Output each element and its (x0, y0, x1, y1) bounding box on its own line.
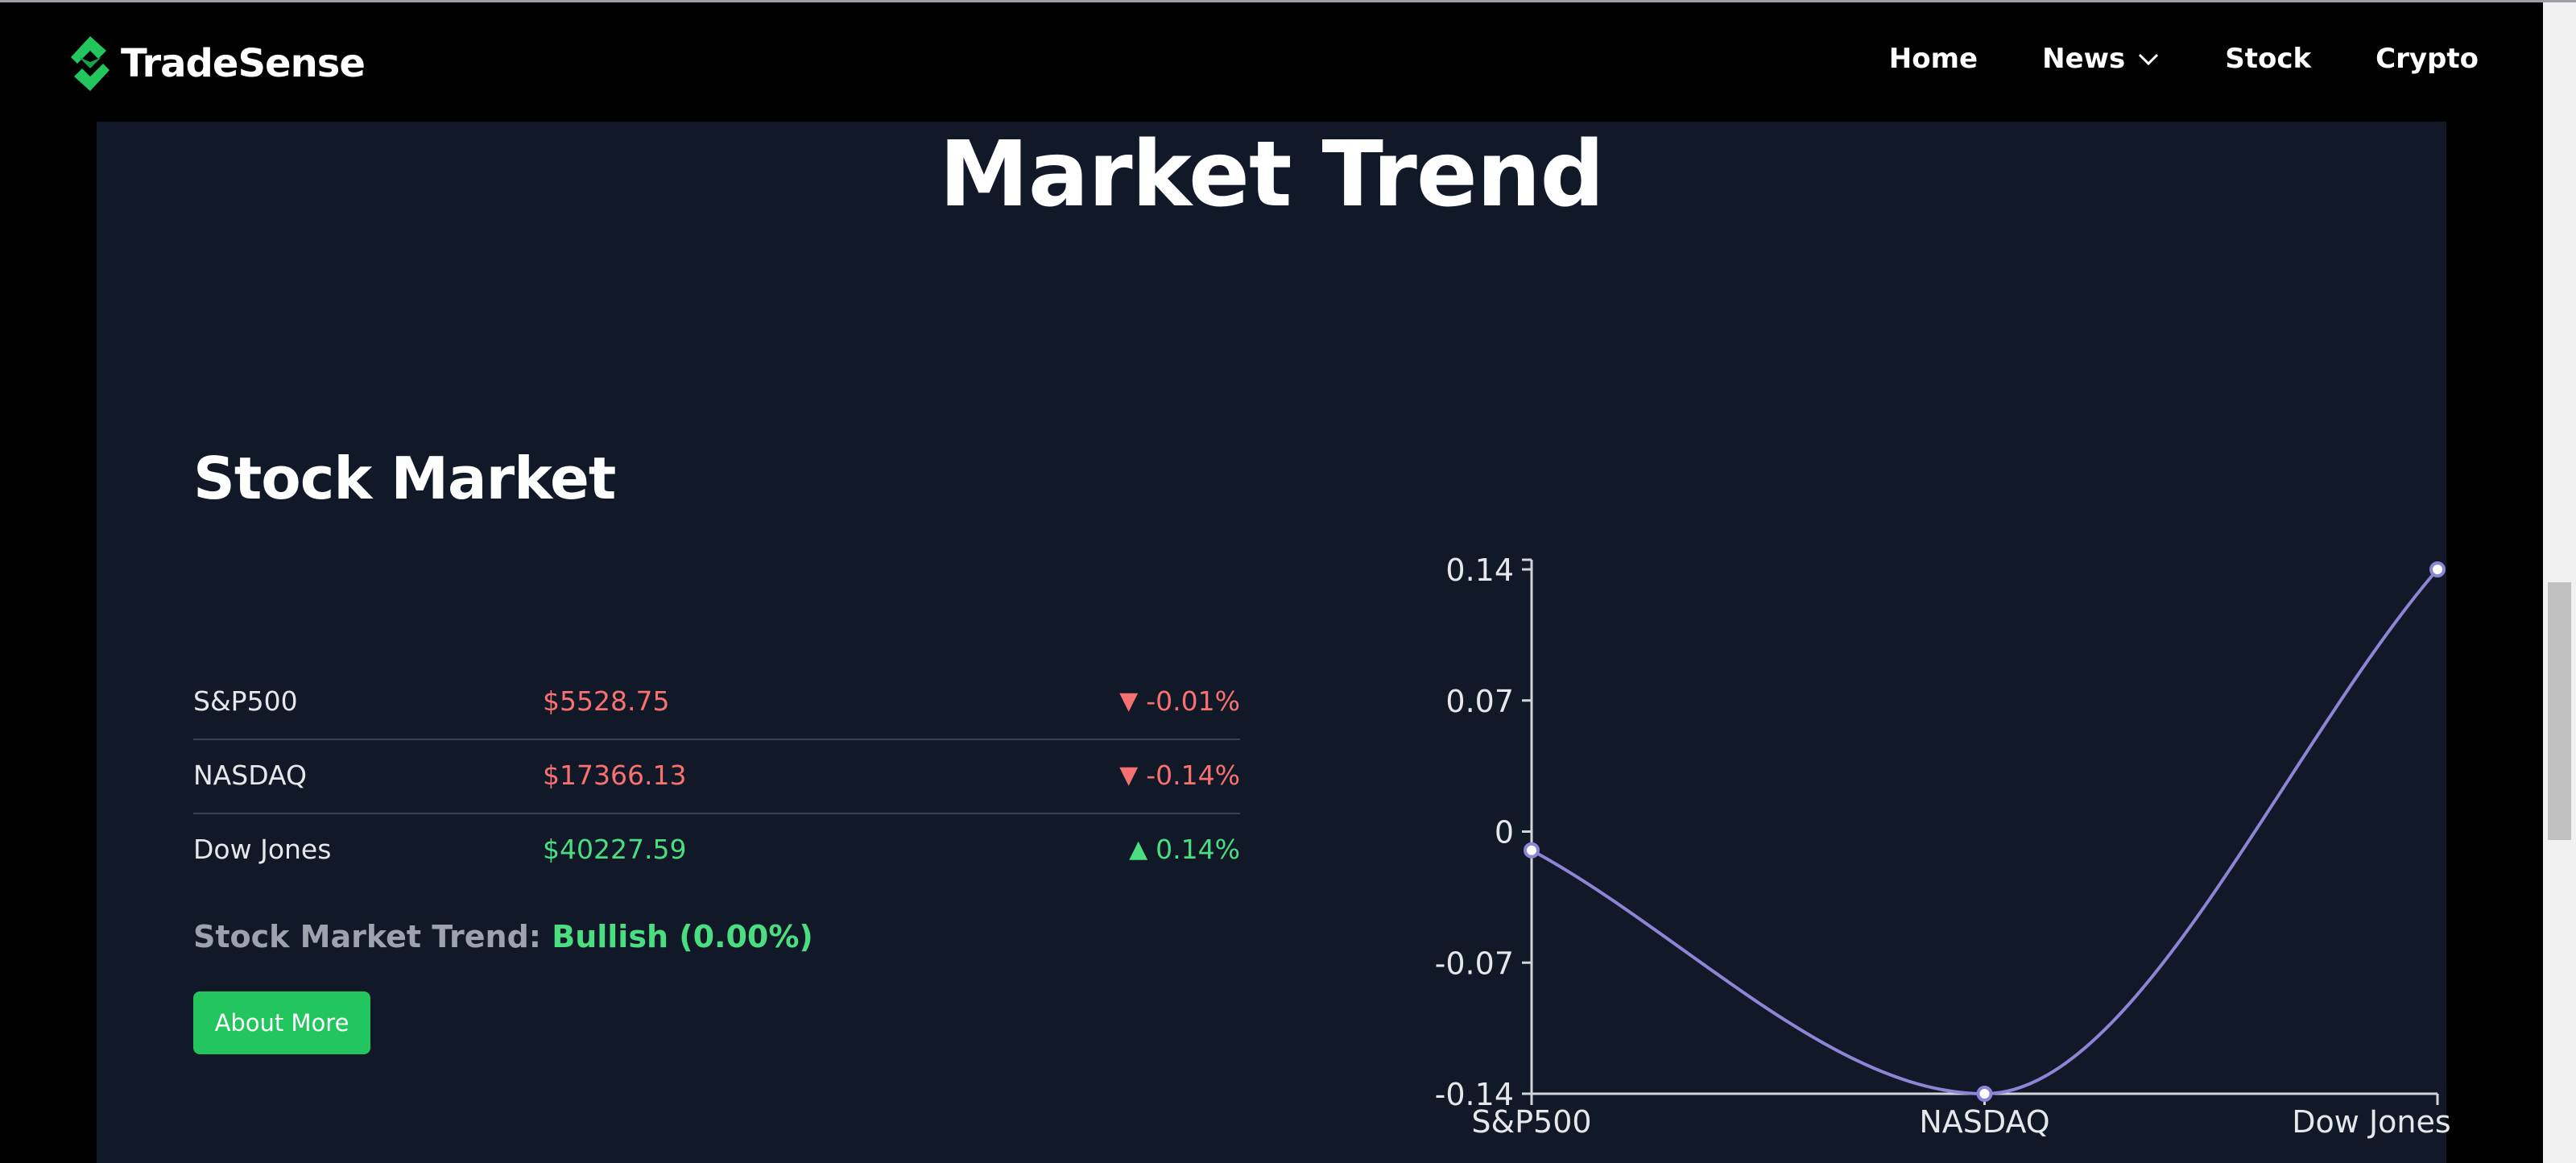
market-trend-chart: 0.14 0.07 0 -0.07 -0.14S&P500 NASDAQ Dow Jones (1435, 553, 2451, 1140)
market-change-value: 0.14% (1156, 834, 1240, 865)
brand[interactable]: TradeSense (66, 35, 366, 93)
nav-home-link[interactable]: Home (1889, 43, 1978, 75)
x-tick-label: NASDAQ (1919, 1104, 2049, 1140)
nav-crypto-label: Crypto (2375, 43, 2479, 75)
navbar: TradeSense Home News Stock Crypto (0, 2, 2543, 122)
market-trend-summary: Stock Market Trend: Bullish (0.00%) (193, 919, 813, 954)
about-more-button[interactable]: About More (193, 991, 370, 1054)
market-change: ▼ -0.14% (1119, 759, 1240, 791)
trend-label: Stock Market Trend: (193, 919, 541, 954)
market-change-value: -0.14% (1146, 759, 1240, 791)
nav-home-label: Home (1888, 43, 1979, 75)
nav-stock-label: Stock (2225, 43, 2312, 75)
market-change: ▼ -0.01% (1119, 685, 1240, 717)
triangle-up-icon: ▲ (1129, 835, 1148, 863)
market-name: NASDAQ (193, 759, 308, 791)
market-price: $17366.13 (543, 759, 687, 791)
market-name: Dow Jones (193, 834, 332, 865)
market-name: S&P500 (193, 685, 298, 717)
y-tick-label: 0.14 (1445, 553, 1514, 588)
market-price: $5528.75 (543, 685, 670, 717)
y-tick-label: 0.07 (1445, 684, 1514, 719)
triangle-down-icon: ▼ (1119, 761, 1139, 789)
y-tick-label: -0.07 (1435, 946, 1514, 981)
market-price: $40227.59 (543, 834, 687, 865)
y-tick-label: 0 (1495, 815, 1514, 851)
triangle-down-icon: ▼ (1119, 687, 1139, 715)
data-point-3 (2429, 561, 2446, 577)
market-row-nasdaq: NASDAQ $17366.13 ▼ -0.14% (193, 740, 1240, 814)
data-point-2 (1976, 1086, 1993, 1102)
market-row-sp500: S&P500 $5528.75 ▼ -0.01% (193, 666, 1240, 740)
market-change: ▲ 0.14% (1129, 834, 1240, 865)
tradesense-logo-icon (66, 35, 114, 93)
window-top-border (0, 0, 2576, 2)
trend-line-series (1531, 568, 2439, 1096)
market-change-value: -0.01% (1146, 685, 1240, 717)
chevron-down-icon (2139, 53, 2159, 66)
x-tick-label: S&P500 (1471, 1104, 1591, 1140)
market-trend-panel: Market Trend Stock Market S&P500 $5528.7… (97, 122, 2451, 1163)
stock-market-table: S&P500 $5528.75 ▼ -0.01% NASDAQ $17366.1… (193, 666, 1240, 888)
page-scrollbar[interactable] (2543, 2, 2576, 1163)
market-row-dow-jones: Dow Jones $40227.59 ▲ 0.14% (193, 814, 1240, 888)
nav-news-label: News (2042, 43, 2126, 75)
scrollbar-thumb[interactable] (2548, 582, 2571, 840)
nav-news-dropdown[interactable]: News (2042, 43, 2160, 75)
brand-name: TradeSense (121, 41, 366, 86)
stock-market-title: Stock Market (193, 445, 616, 512)
nav-crypto-link[interactable]: Crypto (2375, 43, 2479, 75)
data-point-1 (1524, 842, 1540, 859)
page-title: Market Trend (939, 122, 1604, 227)
trend-value: Bullish (0.00%) (552, 919, 813, 954)
nav-links: Home News Stock Crypto (1889, 43, 2479, 75)
x-tick-label: Dow Jones (2292, 1104, 2450, 1140)
nav-stock-link[interactable]: Stock (2225, 43, 2311, 75)
y-tick-label: -0.14 (1435, 1077, 1514, 1112)
